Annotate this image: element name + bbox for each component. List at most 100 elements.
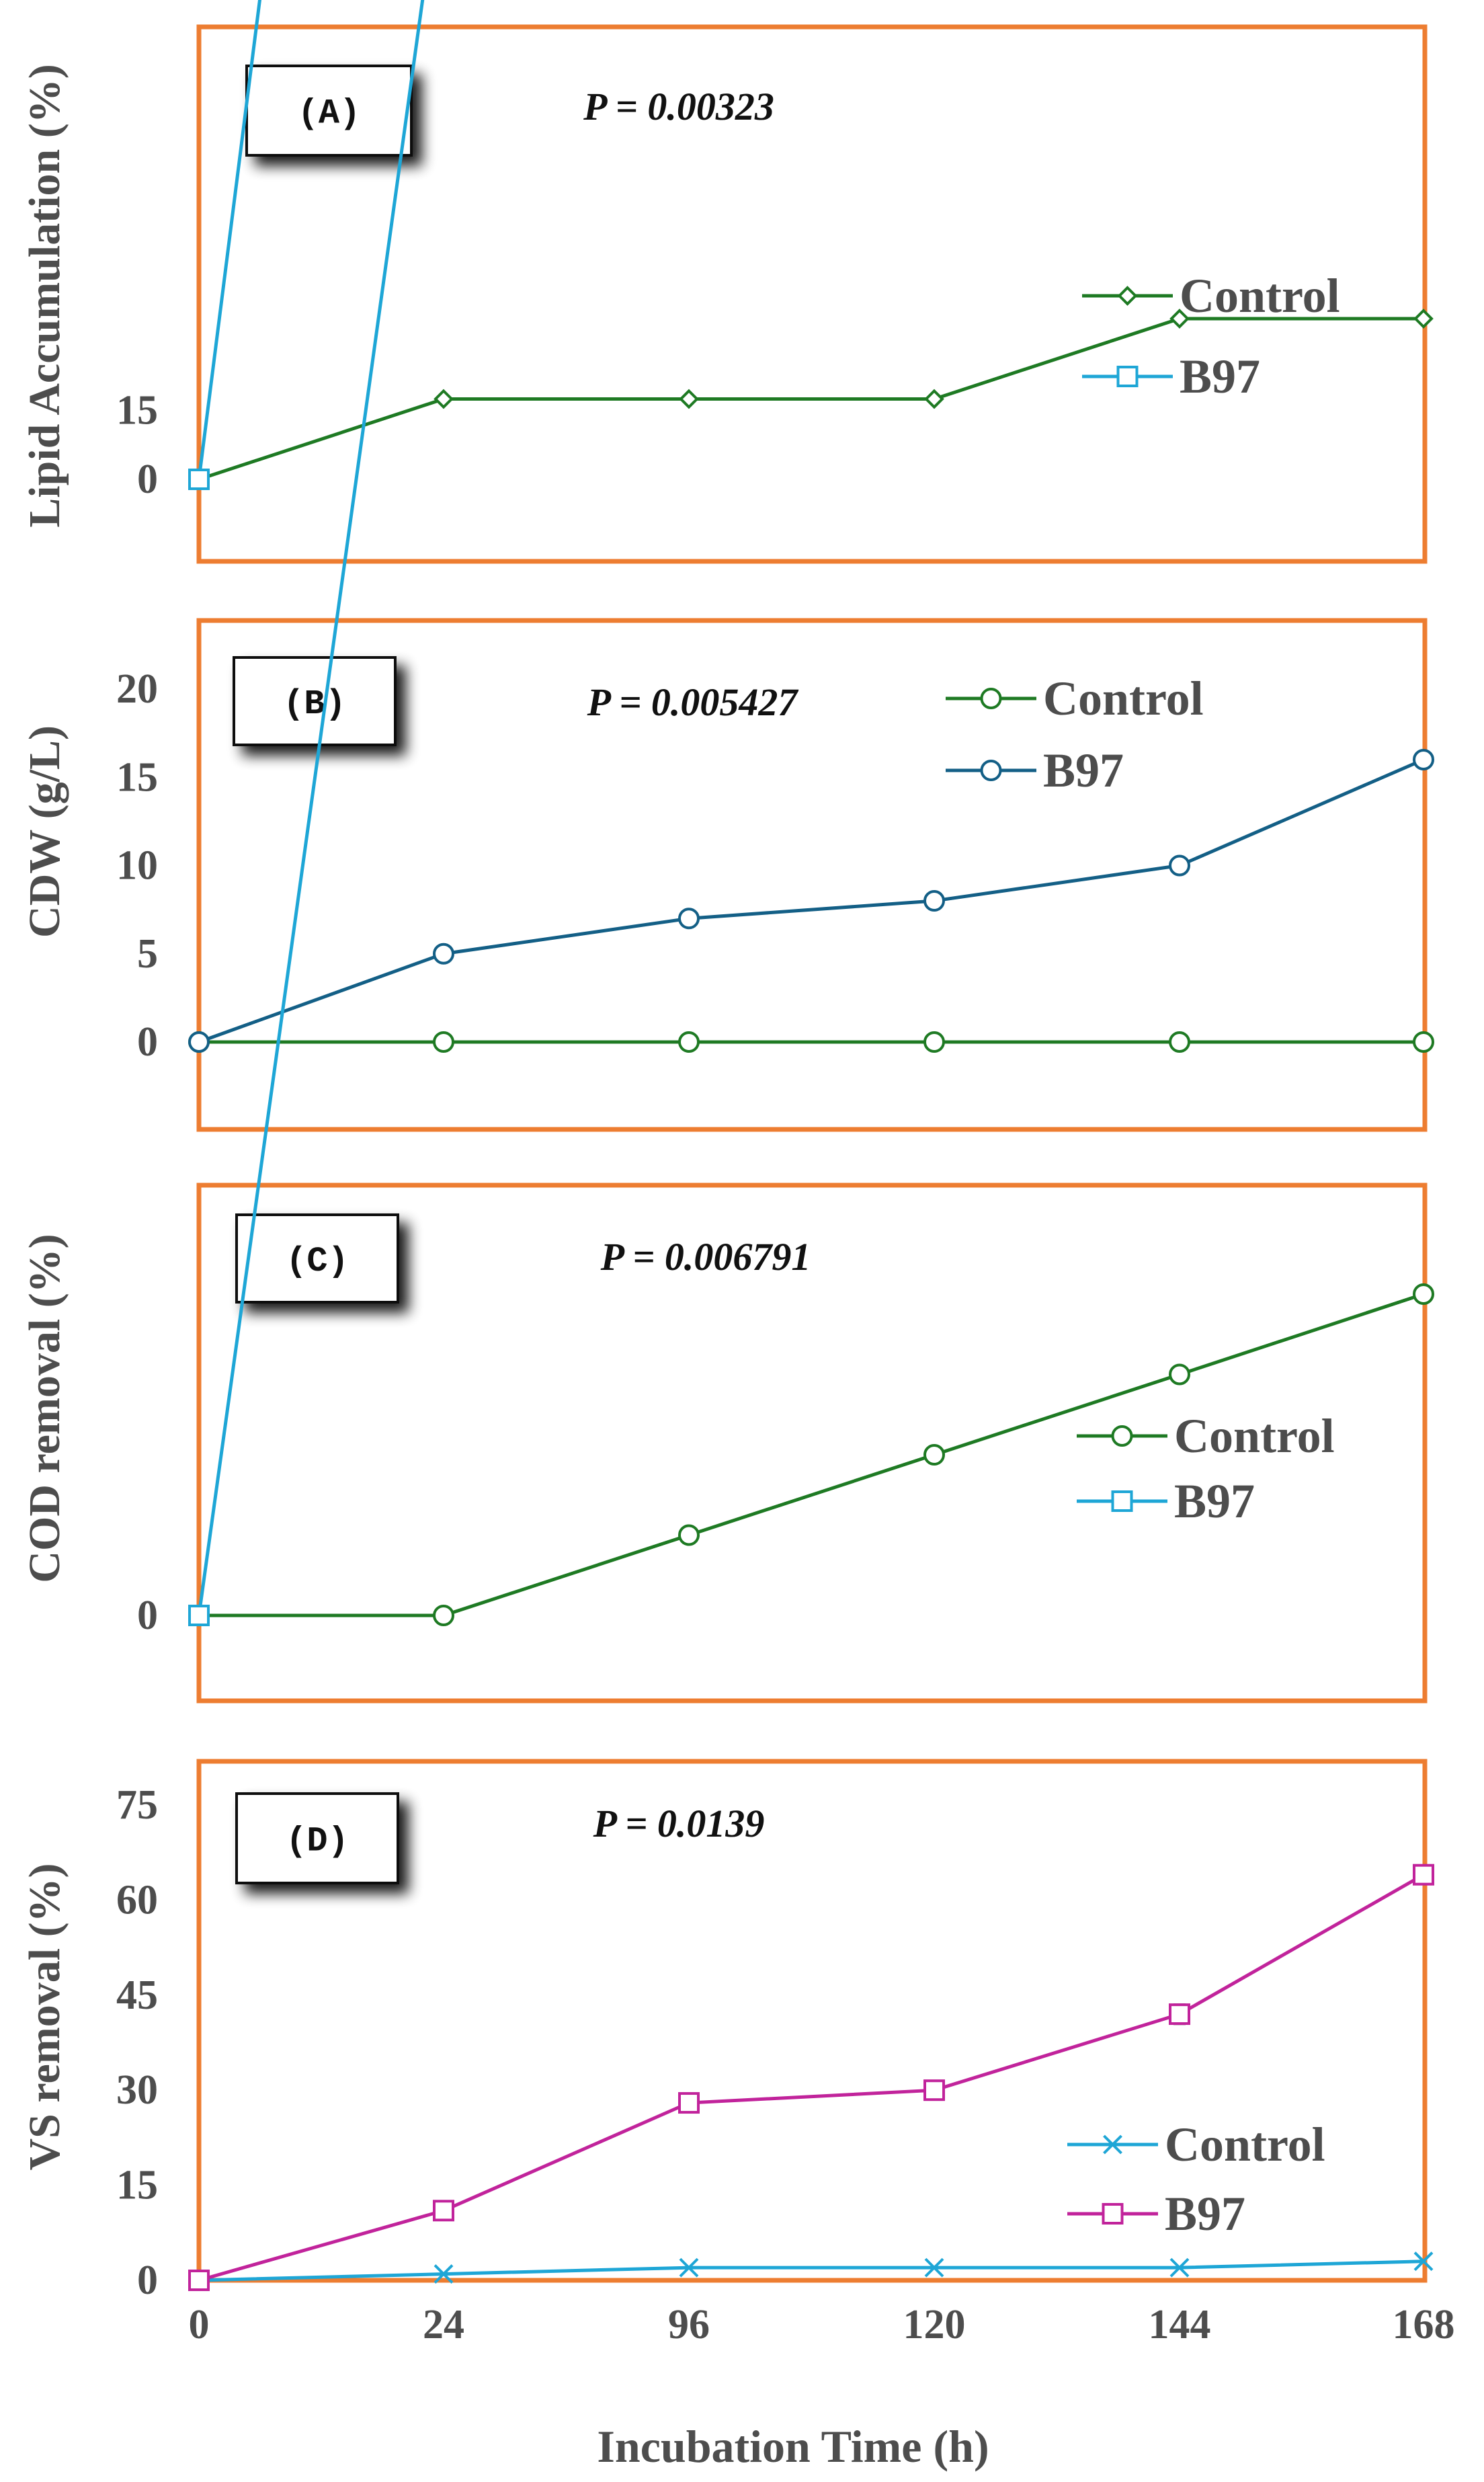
panel-frame — [196, 1759, 1428, 2283]
x-tick-label: 0 — [189, 2302, 210, 2348]
data-point — [433, 2200, 454, 2222]
y-tick-label: 0 — [137, 2257, 158, 2303]
y-tick-label: 0 — [137, 1019, 158, 1065]
panel-label-box — [235, 1792, 399, 1884]
legend-marker — [1117, 286, 1138, 306]
data-point — [679, 2257, 699, 2278]
y-tick-label: 30 — [116, 2067, 158, 2113]
legend-label: B97 — [1174, 1474, 1255, 1528]
legend-marker — [1102, 2203, 1124, 2225]
series-b97 — [188, 0, 425, 1626]
x-tick-label: 144 — [1149, 2302, 1211, 2348]
y-axis-title: CDW (g/L) — [20, 725, 69, 938]
legend-marker — [980, 688, 1002, 709]
panel-label: (D) — [286, 1822, 349, 1862]
panel-label-box — [233, 656, 397, 746]
data-point — [434, 389, 454, 409]
y-tick-label: 15 — [116, 754, 158, 800]
data-point — [188, 469, 210, 490]
y-axis-title: Lipid Accumulation (%) — [20, 64, 69, 527]
y-tick-label: 60 — [116, 1877, 158, 1923]
p-value: P = 0.00323 — [583, 85, 774, 128]
legend-marker — [1111, 1490, 1133, 1512]
y-tick-label: 15 — [116, 2163, 158, 2208]
series-line — [198, 2259, 1424, 2282]
data-point — [1169, 2257, 1190, 2278]
data-point — [678, 1524, 700, 1546]
data-point — [1169, 1031, 1190, 1053]
legend-label: B97 — [1043, 744, 1124, 797]
panel-label: (B) — [283, 684, 346, 724]
p-value: P = 0.006791 — [600, 1235, 811, 1279]
series-line — [198, 758, 1424, 1044]
data-point — [924, 389, 944, 409]
y-axis-title: VS removal (%) — [20, 1863, 69, 2170]
panel-b: 0 5 10 15 20 CDW (g/L) (B) P = 0.005427 Control B… — [20, 618, 1434, 1132]
panel-a: 01530456075Lipid Accumulation (%)(A)P = … — [20, 0, 1434, 564]
data-point — [1413, 749, 1434, 770]
panel-frame — [196, 618, 1428, 1132]
series-line — [199, 1292, 1424, 1617]
y-tick-label: 5 — [137, 931, 158, 977]
series-line — [198, 1873, 1425, 2282]
data-point — [923, 1031, 945, 1053]
legend-label: B97 — [1180, 350, 1260, 403]
x-tick-label: 96 — [668, 2302, 710, 2348]
data-point — [188, 1605, 210, 1626]
data-point — [434, 2264, 454, 2284]
legend-marker — [980, 760, 1002, 781]
y-tick-label: 10 — [116, 843, 158, 889]
series-b97 — [188, 0, 262, 490]
data-point — [678, 1031, 700, 1053]
y-axis-title: COD removal (%) — [20, 1234, 69, 1583]
series-control — [188, 1031, 1434, 1053]
y-tick-label: 0 — [137, 456, 158, 502]
data-point — [678, 908, 700, 930]
p-value: P = 0.005427 — [587, 680, 799, 724]
data-point — [923, 2079, 945, 2101]
panel-c: 01530456075COD removal (%)(C)P = 0.00679… — [20, 0, 1434, 1704]
legend-label: Control — [1180, 269, 1340, 323]
data-point — [1169, 2003, 1190, 2026]
data-point — [188, 2270, 210, 2291]
x-tick-label: 120 — [903, 2302, 966, 2348]
data-point — [1169, 309, 1190, 329]
data-point — [678, 2092, 700, 2114]
data-point — [1413, 1283, 1434, 1305]
panel-frame — [196, 1183, 1428, 1704]
series-b97 — [188, 749, 1434, 1053]
legend-label: Control — [1174, 1409, 1335, 1463]
data-point — [1169, 854, 1190, 877]
legend-label: Control — [1043, 672, 1204, 725]
data-point — [1413, 2251, 1434, 2272]
data-point — [1169, 1363, 1190, 1386]
y-tick-label: 0 — [137, 1593, 158, 1638]
data-point — [924, 2257, 944, 2278]
legend-label: Control — [1165, 2118, 1325, 2171]
data-point — [1413, 1864, 1434, 1886]
x-axis-title: Incubation Time (h) — [597, 2421, 989, 2472]
x-tick-label: 24 — [423, 2302, 464, 2348]
panel-frame — [196, 24, 1428, 564]
data-point — [1413, 1031, 1434, 1053]
data-point — [679, 389, 699, 409]
panel-label-box — [235, 1213, 399, 1304]
series-b97 — [188, 1864, 1434, 2291]
y-tick-label: 45 — [116, 1972, 158, 2018]
data-point — [923, 890, 945, 912]
panel-label-box — [245, 65, 413, 157]
panel-label: (C) — [286, 1242, 349, 1281]
data-point — [433, 943, 454, 965]
y-tick-label: 15 — [116, 388, 158, 434]
series-line — [197, 0, 425, 1616]
data-point — [188, 1031, 210, 1053]
series-control — [189, 309, 1434, 489]
legend-marker — [1103, 2134, 1122, 2155]
panel-d: 0 15 30 45 60 75 VS removal (%) (D) P = 0.0139 Co… — [20, 1759, 1455, 2348]
data-point — [1413, 309, 1434, 329]
data-point — [433, 1031, 454, 1053]
data-point — [433, 1605, 454, 1626]
series-line — [198, 317, 1424, 481]
legend-label: B97 — [1165, 2187, 1245, 2241]
